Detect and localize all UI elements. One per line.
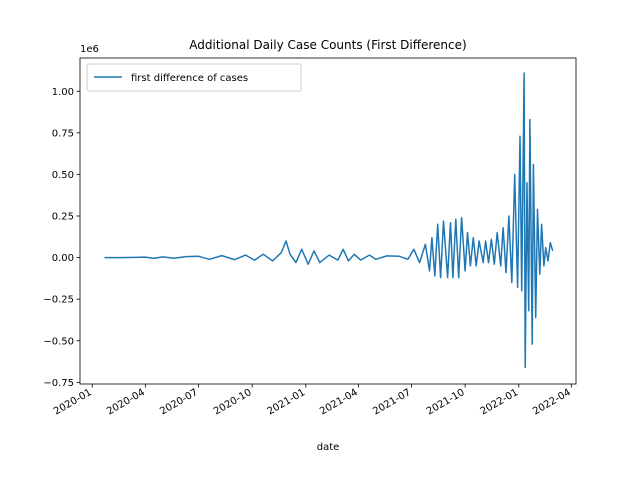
y-tick-label: −0.25: [43, 295, 74, 306]
x-tick-label: 2020-04: [105, 387, 147, 417]
chart-title: Additional Daily Case Counts (First Diff…: [189, 38, 466, 52]
y-tick-label: 0.50: [52, 170, 74, 181]
legend: first difference of cases: [86, 63, 302, 92]
y-tick-label: −0.75: [43, 378, 74, 389]
legend-entry: first difference of cases: [131, 73, 248, 84]
plot-area: −0.75 −0.50 −0.25 0.00 0.25 0.50 0.75 1.00 2020-…: [43, 57, 577, 417]
x-tick-label: 2021-07: [371, 387, 413, 417]
x-tick-label: 2020-10: [212, 387, 254, 417]
x-tick-label: 2022-04: [531, 387, 573, 417]
series-line-0: [104, 72, 554, 369]
x-axis-label: date: [317, 442, 340, 453]
y-tick-label: 0.25: [52, 212, 74, 223]
y-tick-label: 1.00: [52, 87, 74, 98]
x-tick-label: 2022-01: [479, 387, 521, 417]
legend-box: [86, 63, 302, 92]
y-tick-label: 0.00: [52, 253, 74, 264]
y-tick-label: 0.75: [52, 128, 74, 139]
x-tick-label: 2020-07: [158, 387, 200, 417]
y-offset-label: 1e6: [80, 44, 99, 55]
x-tick-label: 2021-01: [266, 387, 308, 417]
y-tick-label: −0.50: [43, 336, 74, 347]
x-tick-label: 2021-10: [425, 387, 467, 417]
plot-frame: [79, 57, 577, 385]
x-tick-label: 2020-01: [52, 387, 94, 417]
x-tick-label: 2021-04: [318, 387, 360, 417]
